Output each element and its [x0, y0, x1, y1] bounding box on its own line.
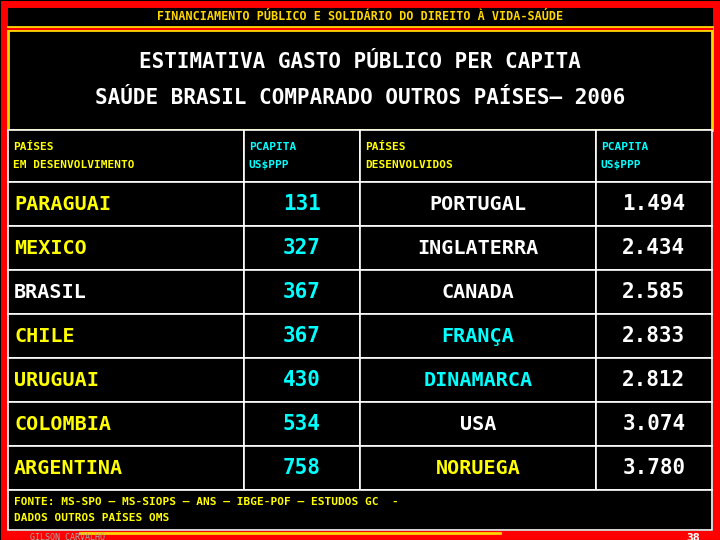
Bar	[244, 314, 360, 358]
Text: BRASIL: BRASIL	[14, 282, 86, 301]
Text: 3.074: 3.074	[622, 414, 685, 434]
Text: DINAMARCA: DINAMARCA	[423, 370, 533, 389]
Text: 430: 430	[283, 370, 321, 390]
Bar	[360, 182, 596, 226]
Text: CHILE: CHILE	[14, 327, 75, 346]
Text: CANADA: CANADA	[441, 282, 514, 301]
Text: NORUEGA: NORUEGA	[436, 458, 521, 477]
Bar	[596, 182, 712, 226]
Text: ESTIMATIVA GASTO PÚBLICO PER CAPITA: ESTIMATIVA GASTO PÚBLICO PER CAPITA	[139, 52, 581, 72]
Text: MEXICO: MEXICO	[14, 239, 86, 258]
Text: USA: USA	[460, 415, 496, 434]
Bar	[244, 358, 360, 402]
Text: 534: 534	[283, 414, 321, 434]
Text: 367: 367	[283, 326, 321, 346]
Bar	[596, 270, 712, 314]
Bar	[244, 130, 360, 182]
Text: INGLATERRA: INGLATERRA	[418, 239, 539, 258]
Text: DADOS OUTROS PAÍSES OMS: DADOS OUTROS PAÍSES OMS	[14, 513, 169, 523]
Text: 2.833: 2.833	[622, 326, 685, 346]
Bar	[8, 182, 244, 226]
Text: PAÍSES: PAÍSES	[365, 141, 405, 152]
Text: 1.494: 1.494	[622, 194, 685, 214]
Text: EM DESENVOLVIMENTO: EM DESENVOLVIMENTO	[13, 160, 135, 170]
Text: 38: 38	[686, 533, 700, 540]
Bar	[360, 130, 596, 182]
Text: PCAPITA: PCAPITA	[601, 141, 648, 152]
Text: FINANCIAMENTO PÚBLICO E SOLIDÁRIO DO DIREITO À VIDA-SAÚDE: FINANCIAMENTO PÚBLICO E SOLIDÁRIO DO DIR…	[157, 10, 563, 24]
Bar	[244, 402, 360, 446]
Text: 327: 327	[283, 238, 321, 258]
Bar	[360, 270, 596, 314]
Bar	[360, 314, 596, 358]
Bar	[360, 446, 596, 490]
Bar	[360, 358, 596, 402]
Text: US$PPP: US$PPP	[249, 160, 289, 170]
Bar	[596, 402, 712, 446]
Text: COLOMBIA: COLOMBIA	[14, 415, 111, 434]
Bar	[596, 130, 712, 182]
Text: 758: 758	[283, 458, 321, 478]
Text: 2.585: 2.585	[622, 282, 685, 302]
Bar	[244, 226, 360, 270]
Bar	[8, 270, 244, 314]
Bar	[8, 490, 712, 530]
Bar	[596, 358, 712, 402]
Bar	[8, 358, 244, 402]
Text: 367: 367	[283, 282, 321, 302]
Bar	[8, 130, 244, 182]
Text: US$PPP: US$PPP	[601, 160, 642, 170]
Text: 3.780: 3.780	[622, 458, 685, 478]
Bar	[596, 314, 712, 358]
Text: GILSON CARVALHO: GILSON CARVALHO	[30, 534, 105, 540]
Text: DESENVOLVIDOS: DESENVOLVIDOS	[365, 160, 453, 170]
Bar	[8, 446, 244, 490]
Bar	[8, 30, 712, 130]
Text: 131: 131	[283, 194, 321, 214]
Bar	[360, 226, 596, 270]
Text: PAÍSES: PAÍSES	[13, 141, 53, 152]
Text: PARAGUAI: PARAGUAI	[14, 194, 111, 213]
Bar	[244, 446, 360, 490]
Text: 2.812: 2.812	[622, 370, 685, 390]
Text: URUGUAI: URUGUAI	[14, 370, 99, 389]
Bar	[8, 226, 244, 270]
Text: FRANÇA: FRANÇA	[441, 327, 514, 346]
Text: PORTUGAL: PORTUGAL	[429, 194, 526, 213]
Text: ARGENTINA: ARGENTINA	[14, 458, 123, 477]
Bar	[8, 314, 244, 358]
Bar	[596, 226, 712, 270]
Bar	[244, 270, 360, 314]
Bar	[360, 402, 596, 446]
Text: FONTE: MS-SPO – MS-SIOPS – ANS – IBGE-POF – ESTUDOS GC  -: FONTE: MS-SPO – MS-SIOPS – ANS – IBGE-PO…	[14, 497, 399, 507]
Text: PCAPITA: PCAPITA	[249, 141, 296, 152]
Bar	[596, 446, 712, 490]
Bar	[8, 402, 244, 446]
Bar	[244, 182, 360, 226]
Text: SAÚDE BRASIL COMPARADO OUTROS PAÍSES– 2006: SAÚDE BRASIL COMPARADO OUTROS PAÍSES– 20…	[95, 88, 625, 108]
Text: 2.434: 2.434	[622, 238, 685, 258]
